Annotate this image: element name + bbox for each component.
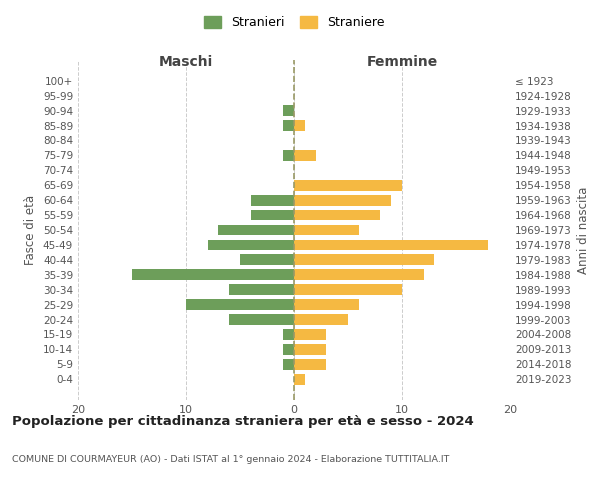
Bar [229,314,294,325]
Bar [283,344,294,354]
Bar [294,314,348,325]
Bar [294,210,380,220]
Legend: Stranieri, Straniere: Stranieri, Straniere [200,12,388,33]
Bar [294,374,305,384]
Bar [283,150,294,161]
Bar [294,195,391,205]
Y-axis label: Anni di nascita: Anni di nascita [577,186,590,274]
Bar [240,254,294,265]
Bar [294,329,326,340]
Bar [294,284,402,295]
Bar [294,150,316,161]
Bar [251,210,294,220]
Bar [283,329,294,340]
Bar [208,240,294,250]
Text: Femmine: Femmine [367,55,437,69]
Bar [294,270,424,280]
Bar [132,270,294,280]
Bar [218,224,294,235]
Text: Maschi: Maschi [159,55,213,69]
Bar [294,299,359,310]
Bar [283,106,294,116]
Bar [251,195,294,205]
Bar [294,180,402,190]
Bar [294,344,326,354]
Bar [229,284,294,295]
Bar [186,299,294,310]
Bar [294,224,359,235]
Bar [294,120,305,131]
Text: COMUNE DI COURMAYEUR (AO) - Dati ISTAT al 1° gennaio 2024 - Elaborazione TUTTITA: COMUNE DI COURMAYEUR (AO) - Dati ISTAT a… [12,455,449,464]
Y-axis label: Fasce di età: Fasce di età [25,195,37,265]
Bar [283,359,294,370]
Bar [294,359,326,370]
Bar [294,254,434,265]
Bar [283,120,294,131]
Text: Popolazione per cittadinanza straniera per età e sesso - 2024: Popolazione per cittadinanza straniera p… [12,415,474,428]
Bar [294,240,488,250]
